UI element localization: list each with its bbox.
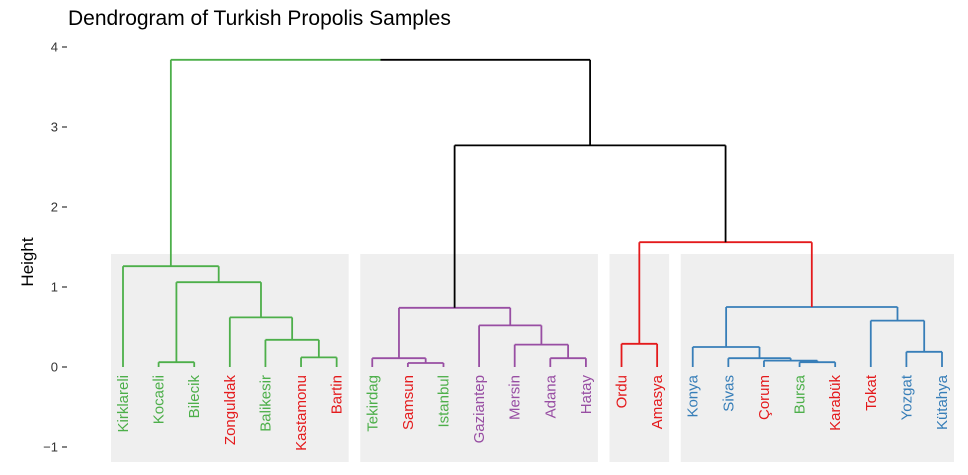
y-tick-label: 4 bbox=[51, 40, 58, 55]
leaf-label: Mersin bbox=[507, 375, 524, 420]
leaf-labels: Kirklareli Kocaeli Bilecik Zonguldak Balikes… bbox=[115, 374, 951, 451]
leaf-label: Yozgat bbox=[898, 374, 915, 420]
y-tick-label: 0 bbox=[51, 360, 58, 375]
y-tick-label: 2 bbox=[51, 200, 58, 215]
leaf-label: Kocaeli bbox=[151, 375, 168, 424]
leaf-label: Hatay bbox=[578, 375, 595, 415]
leaf-label: Çorum bbox=[756, 375, 773, 420]
y-axis-label: Height bbox=[18, 237, 37, 286]
leaf-label: Amasya bbox=[649, 374, 666, 429]
leaf-label: Tekirdag bbox=[364, 375, 381, 432]
leaf-label: Zonguldak bbox=[222, 375, 239, 446]
y-tick-label: 1 bbox=[51, 280, 58, 295]
leaf-label: Ordu bbox=[614, 375, 631, 408]
leaf-label: Kastamonu bbox=[293, 375, 310, 451]
leaf-label: Tokat bbox=[863, 374, 880, 411]
leaf-label: Adana bbox=[542, 374, 559, 418]
leaf-label: Konya bbox=[685, 374, 702, 417]
leaf-label: Gaziantep bbox=[471, 375, 488, 443]
leaf-label: Sivas bbox=[720, 375, 737, 412]
leaf-label: Bartin bbox=[329, 375, 346, 414]
leaf-label: Kütahya bbox=[934, 374, 951, 430]
leaf-label: Kirklareli bbox=[115, 375, 132, 433]
chart-title: Dendrogram of Turkish Propolis Samples bbox=[68, 7, 451, 30]
leaf-label: Istanbul bbox=[435, 375, 452, 428]
leaf-label: Balikesir bbox=[257, 375, 274, 432]
y-tick-label: 3 bbox=[51, 120, 58, 135]
cluster-box-blue bbox=[680, 254, 954, 462]
leaf-label: Bilecik bbox=[186, 375, 203, 419]
dendrogram-branches bbox=[122, 58, 943, 367]
y-axis: −1 0 1 2 3 4 bbox=[43, 40, 67, 455]
leaf-label: Samsun bbox=[400, 375, 417, 430]
leaf-label: Bursa bbox=[792, 374, 809, 414]
leaf-label: Karabük bbox=[827, 375, 844, 431]
y-tick-label: −1 bbox=[43, 440, 58, 455]
